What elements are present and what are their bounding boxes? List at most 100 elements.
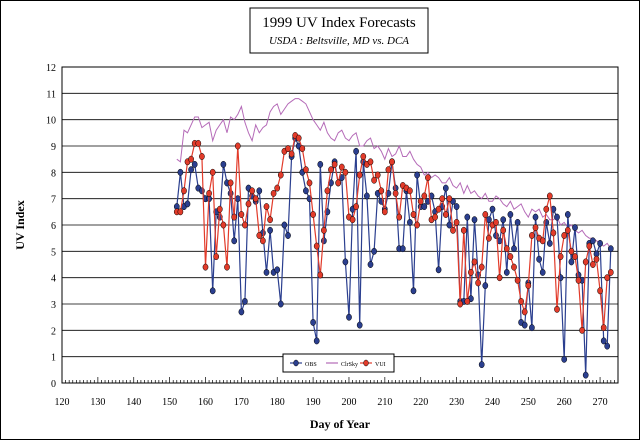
data-point-vui xyxy=(378,187,385,195)
data-point-vui xyxy=(306,179,313,187)
data-point-vui xyxy=(500,226,507,234)
data-point-obs xyxy=(267,226,273,234)
data-point-vui xyxy=(392,189,399,197)
data-point-obs xyxy=(464,213,471,221)
data-point-obs xyxy=(199,187,205,195)
data-point-obs xyxy=(407,218,413,226)
y-tick-label: 9 xyxy=(51,142,56,153)
data-point-obs xyxy=(500,216,507,224)
legend-label-clrsky: ClrSky xyxy=(341,362,358,368)
data-point-obs xyxy=(184,200,191,208)
data-point-obs xyxy=(590,237,596,245)
data-point-obs xyxy=(435,266,442,274)
data-point-vui xyxy=(338,163,345,171)
data-point-vui xyxy=(582,258,589,266)
data-point-obs xyxy=(188,166,194,174)
x-tick-label: 220 xyxy=(413,397,428,408)
data-point-vui xyxy=(234,142,241,150)
data-point-vui xyxy=(231,213,238,221)
data-point-vui xyxy=(249,187,255,195)
data-point-obs xyxy=(321,237,327,245)
data-point-obs xyxy=(277,300,284,308)
y-tick-label: 10 xyxy=(46,116,56,127)
data-point-vui xyxy=(435,205,442,213)
data-point-obs xyxy=(486,216,492,224)
data-point-vui xyxy=(335,179,342,187)
data-point-vui xyxy=(482,211,489,218)
data-point-obs xyxy=(453,203,460,211)
series-vui xyxy=(173,132,614,334)
y-tick-label: 11 xyxy=(46,89,56,100)
data-point-vui xyxy=(260,237,266,245)
data-point-vui xyxy=(486,234,492,242)
data-point-vui xyxy=(374,171,381,179)
data-point-vui xyxy=(518,297,524,305)
data-point-vui xyxy=(600,324,607,332)
data-point-vui xyxy=(227,179,234,187)
legend-label-vui: VUI xyxy=(375,362,386,368)
data-point-vui xyxy=(324,187,331,195)
data-point-vui xyxy=(177,208,184,216)
data-point-vui xyxy=(342,168,349,176)
data-point-vui xyxy=(310,211,316,218)
data-point-vui xyxy=(213,253,220,261)
x-tick-label: 130 xyxy=(90,397,105,408)
data-point-vui xyxy=(356,171,363,179)
data-point-vui xyxy=(475,279,481,287)
x-tick-label: 190 xyxy=(306,397,321,408)
data-point-obs xyxy=(478,361,485,369)
y-tick-label: 2 xyxy=(51,326,56,337)
data-point-vui xyxy=(224,263,230,271)
data-point-obs xyxy=(442,184,449,192)
legend-swatch-marker-vui xyxy=(363,359,369,367)
data-point-obs xyxy=(410,287,417,295)
x-tick-label: 120 xyxy=(55,397,70,408)
data-point-vui xyxy=(511,263,517,271)
legend-box xyxy=(282,353,395,373)
data-point-vui xyxy=(245,200,252,208)
data-point-vui xyxy=(543,205,550,213)
data-point-vui xyxy=(525,282,532,290)
data-point-vui xyxy=(396,213,403,221)
data-point-vui xyxy=(220,221,227,229)
data-point-vui xyxy=(321,226,327,234)
y-tick-label: 4 xyxy=(51,274,56,285)
data-point-obs xyxy=(568,258,575,266)
data-point-obs xyxy=(414,171,420,179)
series-clrsky xyxy=(176,98,612,249)
data-point-obs xyxy=(604,342,611,350)
data-point-vui xyxy=(503,245,510,253)
data-point-obs xyxy=(346,313,352,321)
data-point-obs xyxy=(274,266,281,274)
data-point-obs xyxy=(446,221,453,229)
data-point-obs xyxy=(317,160,324,168)
data-point-vui xyxy=(367,158,374,166)
data-point-vui xyxy=(414,221,420,229)
data-point-vui xyxy=(242,221,248,229)
data-point-obs xyxy=(303,187,309,195)
data-point-vui xyxy=(181,187,187,195)
data-point-vui xyxy=(521,308,528,316)
data-point-vui xyxy=(468,268,474,276)
data-point-obs xyxy=(209,287,216,295)
data-point-obs xyxy=(521,321,528,329)
data-point-vui xyxy=(572,253,578,261)
data-point-vui xyxy=(195,139,202,147)
data-point-obs xyxy=(514,218,521,226)
data-point-vui xyxy=(425,174,431,182)
data-point-obs xyxy=(503,268,510,276)
data-point-obs xyxy=(310,318,316,326)
data-point-vui xyxy=(216,205,223,213)
data-point-vui xyxy=(285,145,291,153)
data-point-vui xyxy=(557,253,564,261)
data-point-vui xyxy=(331,160,338,168)
data-point-obs xyxy=(572,224,578,232)
legend: OBS ClrSky VUI xyxy=(282,353,395,373)
x-tick-label: 180 xyxy=(270,397,285,408)
data-point-vui xyxy=(507,253,514,261)
data-point-vui xyxy=(385,166,392,174)
data-point-obs xyxy=(353,147,359,155)
x-tick-label: 170 xyxy=(234,397,249,408)
data-point-obs xyxy=(371,247,377,255)
